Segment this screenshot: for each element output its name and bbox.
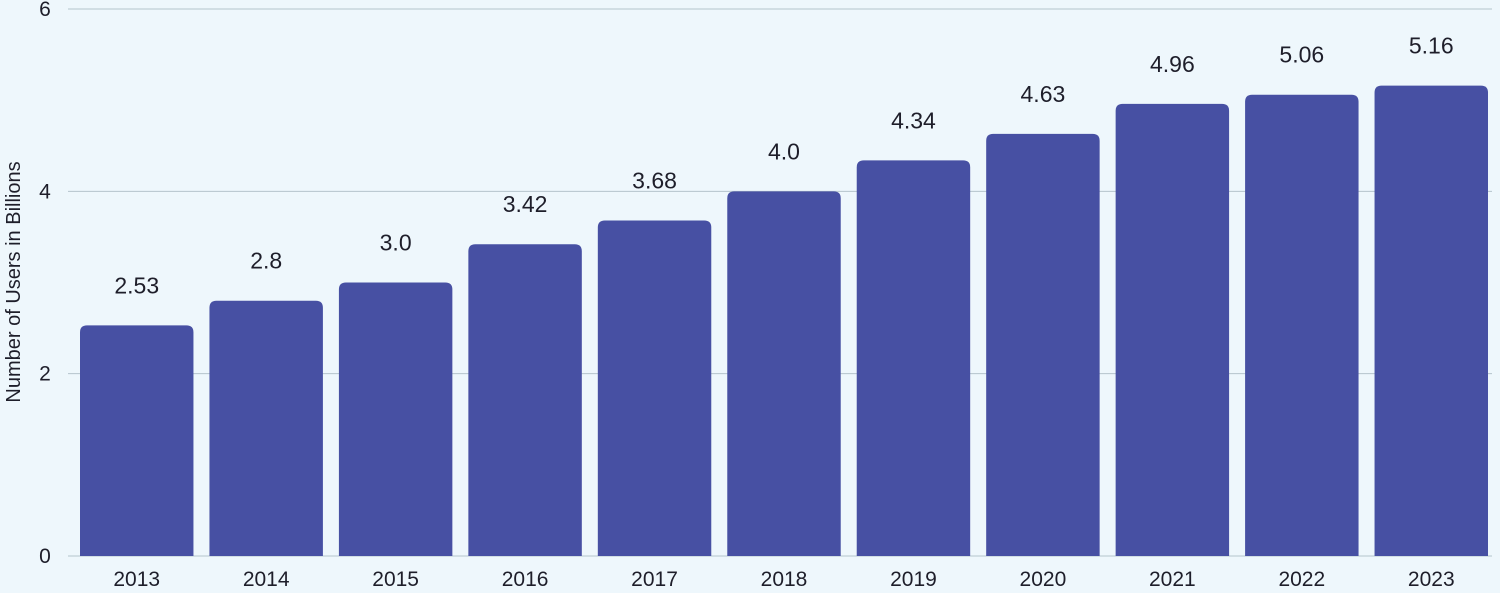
data-label-2016: 3.42 [503,191,548,217]
x-axis-ticks: 2013 2014 2015 2016 2017 2018 2019 2020 2021 2022… [113,568,1454,591]
y-axis-title: Number of Users in Billions [3,161,25,402]
x-tick-label-2022: 2022 [1278,568,1325,591]
bar-2016 [468,244,582,556]
bar-2015 [338,282,453,556]
x-tick-label-2020: 2020 [1020,568,1067,591]
data-label-2015: 3.0 [380,230,412,256]
x-tick-label-2014: 2014 [243,568,290,591]
bar-2014 [209,300,323,556]
bar-2023 [1374,85,1488,556]
x-tick-label-2018: 2018 [761,568,808,591]
x-tick-label-2021: 2021 [1149,568,1196,591]
x-tick-label-2015: 2015 [372,568,419,591]
data-label-2020: 4.63 [1021,81,1066,107]
data-label-2023: 5.16 [1409,33,1454,59]
y-axis-ticks: 0 2 4 6 [39,0,51,568]
data-label-2021: 4.96 [1150,51,1195,77]
bar-2021 [1115,103,1230,557]
y-tick-label: 2 [39,363,51,386]
data-label-2022: 5.06 [1279,42,1324,68]
bar-2013 [80,325,194,556]
bar-2017 [597,220,712,557]
x-tick-label-2023: 2023 [1408,568,1455,591]
y-tick-label: 6 [39,0,51,21]
bars [80,85,1488,557]
bar-2018 [727,191,841,557]
x-tick-label-2013: 2013 [113,568,160,591]
y-tick-label: 0 [39,545,51,568]
y-tick-label: 4 [39,180,51,203]
data-label-2018: 4.0 [768,138,800,164]
data-label-2017: 3.68 [632,168,677,194]
x-tick-label-2016: 2016 [502,568,549,591]
data-label-2019: 4.34 [891,107,936,133]
data-labels: 2.53 2.8 3.0 3.42 3.68 4.0 4.34 4.63 4.96 5.06 5.1… [114,33,1453,299]
x-tick-label-2017: 2017 [631,568,678,591]
bar-2019 [856,160,971,556]
bar-2022 [1245,94,1359,557]
data-label-2013: 2.53 [114,272,159,298]
x-tick-label-2019: 2019 [890,568,937,591]
bar-2020 [986,133,1100,557]
data-label-2014: 2.8 [250,248,282,274]
